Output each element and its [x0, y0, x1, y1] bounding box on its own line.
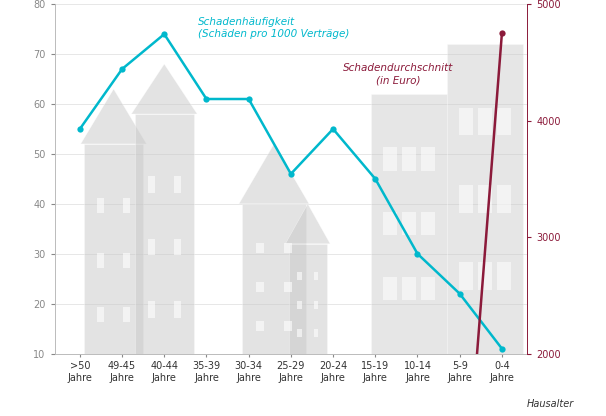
- Polygon shape: [383, 277, 397, 300]
- Polygon shape: [421, 277, 435, 300]
- Polygon shape: [84, 144, 143, 354]
- Polygon shape: [284, 321, 291, 331]
- Polygon shape: [383, 147, 397, 171]
- Polygon shape: [132, 64, 197, 114]
- Polygon shape: [97, 253, 104, 267]
- Polygon shape: [97, 307, 104, 322]
- Polygon shape: [459, 262, 473, 290]
- Polygon shape: [123, 198, 130, 213]
- Polygon shape: [402, 212, 416, 235]
- Polygon shape: [447, 44, 523, 354]
- Text: Schadenhäufigkeit
(Schäden pro 1000 Verträge): Schadenhäufigkeit (Schäden pro 1000 Vert…: [198, 17, 350, 39]
- Polygon shape: [289, 244, 327, 354]
- Polygon shape: [297, 301, 302, 309]
- Polygon shape: [174, 176, 181, 193]
- Polygon shape: [174, 301, 181, 318]
- Polygon shape: [148, 301, 155, 318]
- Polygon shape: [81, 89, 147, 144]
- Polygon shape: [256, 282, 264, 292]
- Polygon shape: [314, 301, 318, 309]
- Polygon shape: [284, 282, 291, 292]
- Polygon shape: [123, 253, 130, 267]
- Polygon shape: [478, 262, 492, 290]
- Polygon shape: [148, 176, 155, 193]
- Polygon shape: [459, 108, 473, 135]
- Polygon shape: [478, 185, 492, 213]
- Polygon shape: [478, 108, 492, 135]
- Polygon shape: [497, 108, 511, 135]
- Polygon shape: [285, 204, 330, 244]
- Polygon shape: [284, 243, 291, 253]
- Polygon shape: [297, 272, 302, 280]
- Polygon shape: [97, 198, 104, 213]
- Polygon shape: [123, 307, 130, 322]
- Text: Schadendurchschnitt
(in Euro): Schadendurchschnitt (in Euro): [344, 63, 454, 86]
- Polygon shape: [174, 239, 181, 255]
- Polygon shape: [371, 94, 447, 354]
- Polygon shape: [297, 329, 302, 337]
- Polygon shape: [402, 147, 416, 171]
- Polygon shape: [135, 114, 194, 354]
- Polygon shape: [148, 239, 155, 255]
- Polygon shape: [256, 321, 264, 331]
- Polygon shape: [242, 204, 305, 354]
- Polygon shape: [383, 212, 397, 235]
- Polygon shape: [314, 272, 318, 280]
- Polygon shape: [497, 262, 511, 290]
- Polygon shape: [497, 185, 511, 213]
- Polygon shape: [256, 243, 264, 253]
- Polygon shape: [459, 185, 473, 213]
- Polygon shape: [421, 147, 435, 171]
- Text: Hausalter: Hausalter: [527, 399, 574, 409]
- Polygon shape: [239, 144, 309, 204]
- Polygon shape: [314, 329, 318, 337]
- Polygon shape: [421, 212, 435, 235]
- Polygon shape: [402, 277, 416, 300]
